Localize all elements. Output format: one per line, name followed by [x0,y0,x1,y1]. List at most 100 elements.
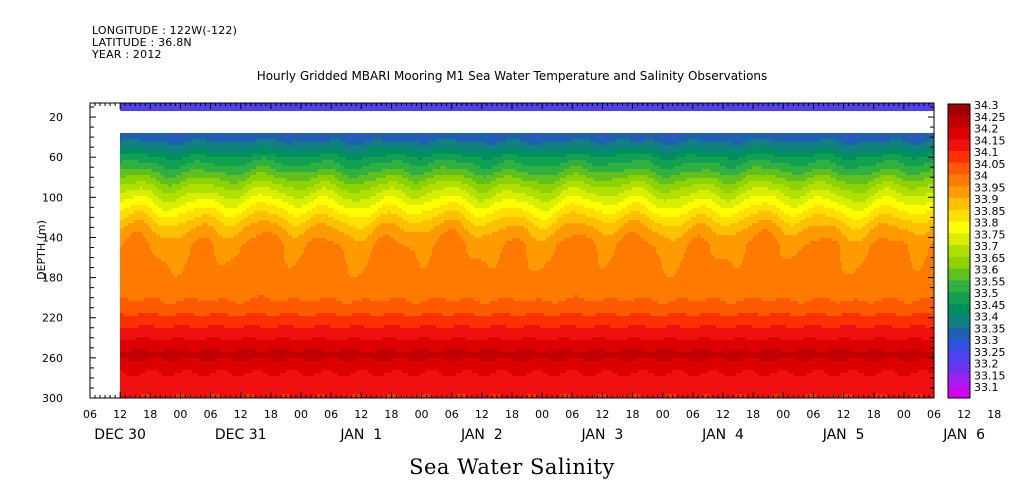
salinity-cell-842 [138,256,141,260]
salinity-cell-1578 [154,328,157,332]
salinity-cell-1351 [150,181,153,185]
salinity-cell-1120 [144,289,147,293]
salinity-cell-2715 [180,268,183,272]
salinity-cell-2010 [164,289,167,293]
salinity-cell-476 [130,226,133,230]
salinity-cell-1715 [158,205,161,209]
salinity-cell-1517 [154,145,157,149]
salinity-cell-892 [140,139,143,143]
salinity-cell-1073 [144,148,147,152]
salinity-cell-1557 [154,265,157,269]
salinity-cell-2514 [176,199,179,203]
salinity-cell-1622 [156,193,159,197]
salinity-cell-608 [132,355,135,359]
salinity-cell-1749 [158,307,161,311]
salinity-cell-1403 [150,337,153,341]
salinity-cell-312 [126,268,129,272]
salinity-cell-2069 [166,199,169,203]
salinity-cell-2611 [178,223,181,227]
salinity-cell-1927 [162,307,165,311]
salinity-cell-1928 [162,310,165,314]
salinity-cell-2623 [178,259,181,263]
salinity-cell-1594 [154,376,157,380]
salinity-cell-2101 [166,295,169,299]
salinity-cell-770 [136,307,139,311]
salinity-cell-1828 [160,277,163,281]
salinity-cell-536 [132,139,135,143]
salinity-cell-1338 [150,142,153,146]
salinity-cell-1873 [162,145,165,149]
salinity-cell-2505 [176,172,179,176]
salinity-cell-2710 [180,253,183,257]
salinity-cell-1335 [150,133,153,137]
salinity-cell-2730 [180,313,183,317]
salinity-cell-1827 [160,274,163,278]
salinity-cell-210 [124,229,127,233]
salinity-cell-2516 [176,205,179,209]
salinity-cell-856 [138,298,141,302]
salinity-cell-1611 [156,160,159,164]
salinity-cell-2119 [166,349,169,353]
salinity-cell-1062 [142,382,145,386]
salinity-cell-1064 [142,388,145,392]
salinity-cell-2296 [170,346,173,350]
salinity-cell-979 [142,133,145,137]
salinity-cell-2726 [180,301,183,305]
salinity-cell-106 [122,184,125,188]
salinity-cell-1135 [144,334,147,338]
salinity-cell-750 [136,247,139,251]
salinity-cell-1835 [160,298,163,302]
salinity-cell-1524 [154,166,157,170]
salinity-cell-2380 [172,331,175,335]
salinity-cell-89 [122,133,125,137]
salinity-cell-1287 [148,256,151,260]
salinity-cell-575 [132,256,135,260]
salinity-cell-201 [124,202,127,206]
salinity-cell-2098 [166,286,169,290]
salinity-cell-386 [128,223,131,227]
salinity-cell-1400 [150,328,153,332]
salinity-cell-1310 [148,325,151,329]
salinity-cell-2386 [172,349,175,353]
salinity-cell-2698 [180,217,183,221]
salinity-cell-2306 [170,376,173,380]
salinity-cell-627 [134,145,137,149]
salinity-cell-993 [142,175,145,179]
salinity-cell-1106 [144,247,147,251]
salinity-cell-1441 [152,184,155,188]
salinity-cell-823 [138,199,141,203]
salinity-cell-105 [122,181,125,185]
salinity-cell-1199 [146,259,149,263]
salinity-cell-985 [142,151,145,155]
salinity-cell-1771 [158,373,161,377]
salinity-cell-1179 [146,199,149,203]
salinity-cell-935 [140,268,143,272]
salinity-cell-251 [124,352,127,356]
salinity-cell-2600 [178,190,181,194]
salinity-cell-1496 [152,349,155,353]
salinity-cell-1633 [156,226,159,230]
salinity-cell-739 [136,214,139,218]
salinity-cell-1759 [158,337,161,341]
salinity-cell-111 [122,199,125,203]
salinity-cell-510 [130,328,133,332]
salinity-cell-2690 [180,193,183,197]
salinity-cell-1751 [158,313,161,317]
salinity-cell-531 [130,391,133,395]
salinity-cell-2126 [166,370,169,374]
salinity-cell-2031 [164,352,167,356]
salinity-cell-1129 [144,316,147,320]
salinity-cell-1641 [156,250,159,254]
salinity-cell-196 [124,187,127,191]
salinity-cell-2501 [176,160,179,164]
salinity-cell-558 [132,205,135,209]
salinity-cell-2063 [166,181,169,185]
salinity-cell-1295 [148,280,151,284]
salinity-cell-481 [130,241,133,245]
salinity-cell-223 [124,268,127,272]
salinity-cell-1982 [164,205,167,209]
salinity-cell-1286 [148,253,151,257]
salinity-cell-624 [134,136,137,140]
salinity-cell-1553 [154,253,157,257]
salinity-cell-753 [136,256,139,260]
